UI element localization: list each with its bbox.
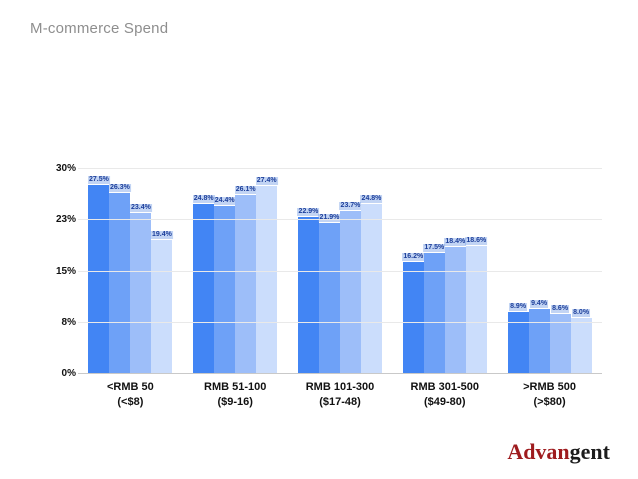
x-axis: <RMB 50 (<$8) RMB 51-100 ($9-16) RMB 101-300… xyxy=(78,380,602,410)
bar-value-label: 9.4% xyxy=(530,299,549,308)
bar-value-label: 24.8% xyxy=(192,194,215,203)
bar-series-3: 18.4% xyxy=(444,238,467,373)
advangent-logo: Advangent xyxy=(507,439,610,465)
bar-value-label: 23.7% xyxy=(339,202,362,211)
bar-value-label: 26.3% xyxy=(108,184,131,193)
bar-value-label: 18.6% xyxy=(465,236,488,245)
bar-value-label: 8.9% xyxy=(509,303,528,312)
bar-series-1: 27.5% xyxy=(87,176,110,373)
bar-series-3: 8.6% xyxy=(549,305,571,373)
y-tick-label: 15% xyxy=(55,265,76,277)
page-title: M-commerce Spend xyxy=(30,20,169,37)
y-tick-label: 0% xyxy=(61,368,76,379)
bar-series-4: 8.0% xyxy=(570,309,592,373)
bar-series-4: 18.6% xyxy=(465,236,488,373)
bar-groups: 27.5% 26.3% 23.4% 19.4% 24.8% 24.4% 26.1% 27.4%… xyxy=(78,168,602,373)
bar-series-2: 9.4% xyxy=(528,299,550,373)
bar-value-label: 8.6% xyxy=(551,305,570,314)
bar-series-4: 24.8% xyxy=(360,194,383,373)
x-category-label: RMB 51-100 ($9-16) xyxy=(204,381,267,408)
bar-value-label: 24.4% xyxy=(213,197,236,206)
bar-series-2: 17.5% xyxy=(423,244,446,373)
y-tick-label: 23% xyxy=(55,214,76,226)
bar-value-label: 23.4% xyxy=(129,204,152,213)
bar-series-3: 26.1% xyxy=(234,185,257,373)
bar-value-label: 26.1% xyxy=(234,185,257,194)
bar-group: 8.9% 9.4% 8.6% 8.0% xyxy=(507,299,592,373)
gridline xyxy=(78,270,602,272)
logo-text-black: gent xyxy=(569,439,610,464)
bar-value-label: 27.5% xyxy=(87,176,110,185)
bar-series-3: 23.7% xyxy=(339,202,362,373)
bar-value-label: 16.2% xyxy=(402,253,425,262)
bar-series-1: 22.9% xyxy=(297,207,320,373)
bar-group: 27.5% 26.3% 23.4% 19.4% xyxy=(87,176,173,373)
bar-series-3: 23.4% xyxy=(129,204,152,373)
bar-value-label: 18.4% xyxy=(444,238,467,247)
bar-value-label: 19.4% xyxy=(150,231,173,240)
bar-value-label: 17.5% xyxy=(423,244,446,253)
bar-value-label: 24.8% xyxy=(360,194,383,203)
bar-series-2: 21.9% xyxy=(318,214,341,373)
y-tick-label: 8% xyxy=(61,316,76,328)
bar-value-label: 8.0% xyxy=(572,309,591,318)
x-category-label: <RMB 50 (<$8) xyxy=(107,381,154,408)
bar-series-4: 27.4% xyxy=(255,176,278,373)
gridline xyxy=(78,168,602,169)
bar-series-2: 24.4% xyxy=(213,197,236,373)
bar-series-2: 26.3% xyxy=(108,184,131,373)
bar-series-1: 16.2% xyxy=(402,253,425,373)
bar-group: 24.8% 24.4% 26.1% 27.4% xyxy=(192,176,278,373)
x-category-label: RMB 101-300 ($17-48) xyxy=(305,381,375,408)
y-tick-label: 30% xyxy=(55,163,76,174)
bar-series-1: 8.9% xyxy=(507,303,529,373)
logo-text-red: Advan xyxy=(507,439,570,464)
bar-group: 22.9% 21.9% 23.7% 24.8% xyxy=(297,194,383,373)
bar-series-1: 24.8% xyxy=(192,194,215,373)
bar-value-label: 21.9% xyxy=(318,214,341,223)
bar-value-label: 27.4% xyxy=(255,176,278,185)
x-category-label: >RMB 500 (>$80) xyxy=(523,381,577,408)
gridline xyxy=(78,321,602,323)
bar-group: 16.2% 17.5% 18.4% 18.6% xyxy=(402,236,488,373)
x-category-label: RMB 301-500 ($49-80) xyxy=(410,381,480,408)
gridline xyxy=(78,219,602,221)
bar-chart: 27.5% 26.3% 23.4% 19.4% 24.8% 24.4% 26.1% 27.4%… xyxy=(40,163,606,418)
bar-series-4: 19.4% xyxy=(150,231,173,373)
plot-area: 27.5% 26.3% 23.4% 19.4% 24.8% 24.4% 26.1% 27.4%… xyxy=(78,168,602,374)
bar-value-label: 22.9% xyxy=(297,207,320,216)
